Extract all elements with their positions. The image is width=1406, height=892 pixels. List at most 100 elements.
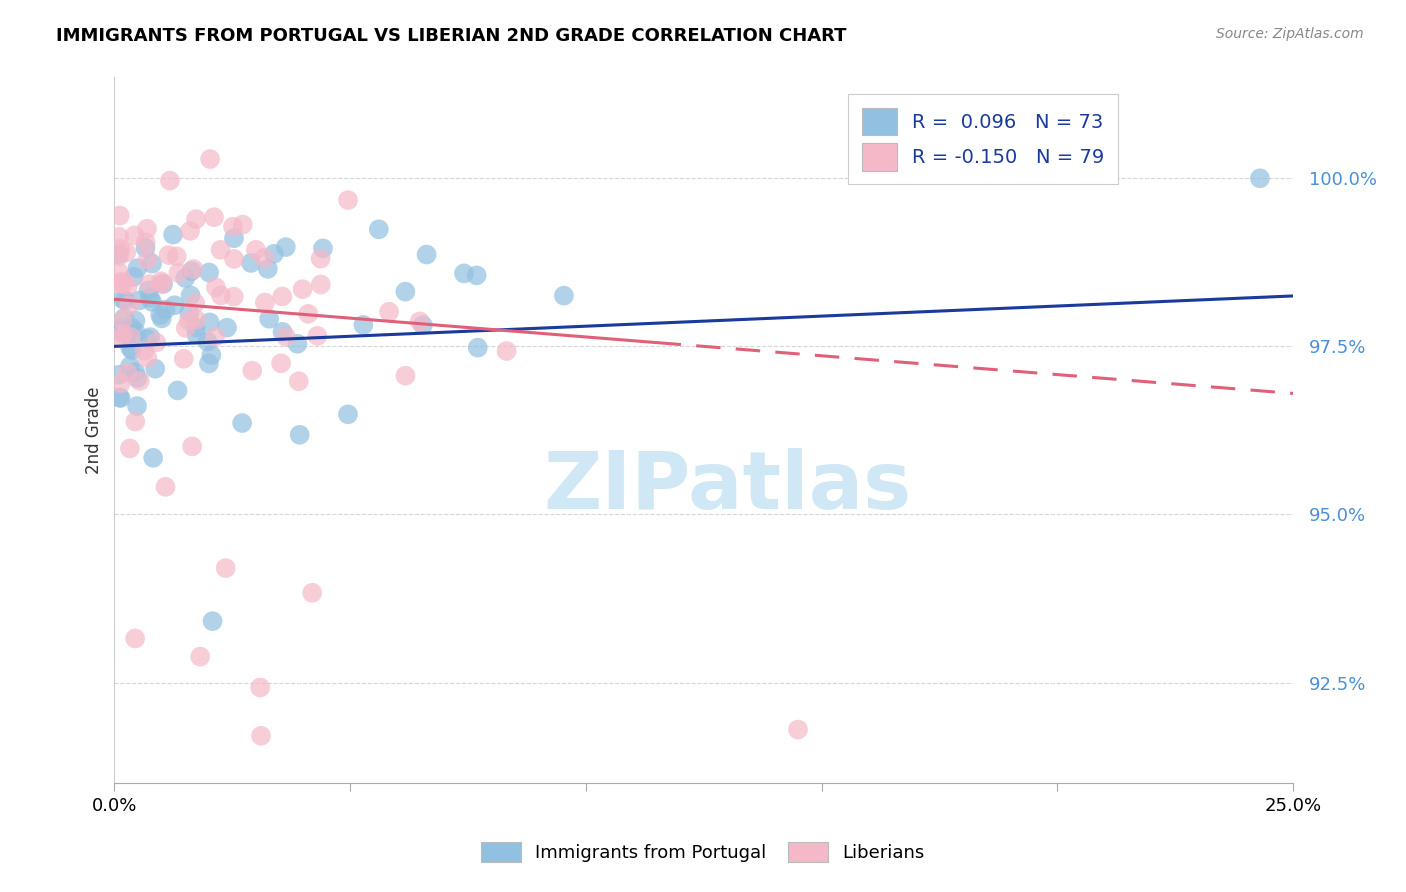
Point [222, 219, 245, 234]
Point [150, 274, 173, 288]
Point [231, 416, 253, 430]
Point [127, 261, 149, 276]
Point [167, 266, 190, 280]
Point [150, 311, 173, 326]
Point [202, 210, 225, 224]
Point [287, 336, 309, 351]
Point [201, 614, 224, 628]
Point [112, 311, 135, 326]
Point [378, 304, 401, 318]
Text: Source: ZipAtlas.com: Source: ZipAtlas.com [1216, 27, 1364, 41]
Point [180, 264, 202, 278]
Point [179, 224, 201, 238]
Point [117, 366, 139, 380]
Point [141, 295, 163, 310]
Point [124, 365, 146, 379]
Legend: Immigrants from Portugal, Liberians: Immigrants from Portugal, Liberians [474, 834, 932, 870]
Point [253, 251, 276, 265]
Point [198, 315, 221, 329]
Point [198, 356, 221, 370]
Point [134, 343, 156, 358]
Point [108, 230, 131, 244]
Point [188, 649, 211, 664]
Point [209, 243, 232, 257]
Point [271, 289, 294, 303]
Point [240, 256, 263, 270]
Point [155, 480, 177, 494]
Point [136, 332, 159, 346]
Point [142, 450, 165, 465]
Point [108, 209, 131, 223]
Point [150, 277, 173, 291]
Y-axis label: 2nd Grade: 2nd Grade [86, 386, 103, 475]
Point [184, 320, 207, 334]
Point [110, 376, 132, 391]
Point [394, 285, 416, 299]
Point [288, 374, 311, 388]
Point [240, 363, 263, 377]
Point [352, 318, 374, 332]
Point [117, 326, 139, 341]
Point [453, 266, 475, 280]
Point [139, 330, 162, 344]
Point [394, 368, 416, 383]
Point [128, 293, 150, 308]
Point [138, 277, 160, 292]
Point [118, 298, 141, 312]
Point [465, 268, 488, 283]
Point [127, 371, 149, 385]
Point [128, 374, 150, 388]
Point [124, 632, 146, 646]
Point [301, 586, 323, 600]
Point [249, 681, 271, 695]
Point [108, 247, 131, 261]
Point [186, 327, 208, 342]
Point [222, 231, 245, 245]
Point [337, 407, 360, 421]
Point [312, 241, 335, 255]
Point [125, 399, 148, 413]
Point [174, 321, 197, 335]
Point [108, 249, 131, 263]
Point [467, 341, 489, 355]
Point [166, 384, 188, 398]
Point [118, 359, 141, 373]
Point [222, 252, 245, 266]
Point [111, 277, 134, 291]
Point [111, 327, 134, 342]
Point [111, 292, 134, 306]
Point [787, 723, 810, 737]
Point [177, 313, 200, 327]
Point [274, 240, 297, 254]
Point [157, 248, 180, 262]
Point [409, 314, 432, 328]
Point [270, 356, 292, 370]
Point [263, 247, 285, 261]
Point [205, 280, 228, 294]
Point [121, 320, 143, 334]
Point [110, 242, 132, 256]
Point [152, 277, 174, 291]
Point [209, 288, 232, 302]
Point [184, 212, 207, 227]
Point [145, 335, 167, 350]
Point [204, 330, 226, 344]
Point [159, 174, 181, 188]
Point [309, 277, 332, 292]
Point [134, 241, 156, 255]
Point [124, 415, 146, 429]
Point [309, 252, 332, 266]
Point [307, 329, 329, 343]
Point [495, 343, 517, 358]
Point [337, 193, 360, 207]
Point [1249, 171, 1271, 186]
Point [122, 269, 145, 284]
Point [198, 265, 221, 279]
Point [143, 361, 166, 376]
Point [274, 330, 297, 344]
Point [257, 261, 280, 276]
Point [108, 266, 131, 280]
Point [245, 243, 267, 257]
Point [166, 249, 188, 263]
Point [198, 152, 221, 166]
